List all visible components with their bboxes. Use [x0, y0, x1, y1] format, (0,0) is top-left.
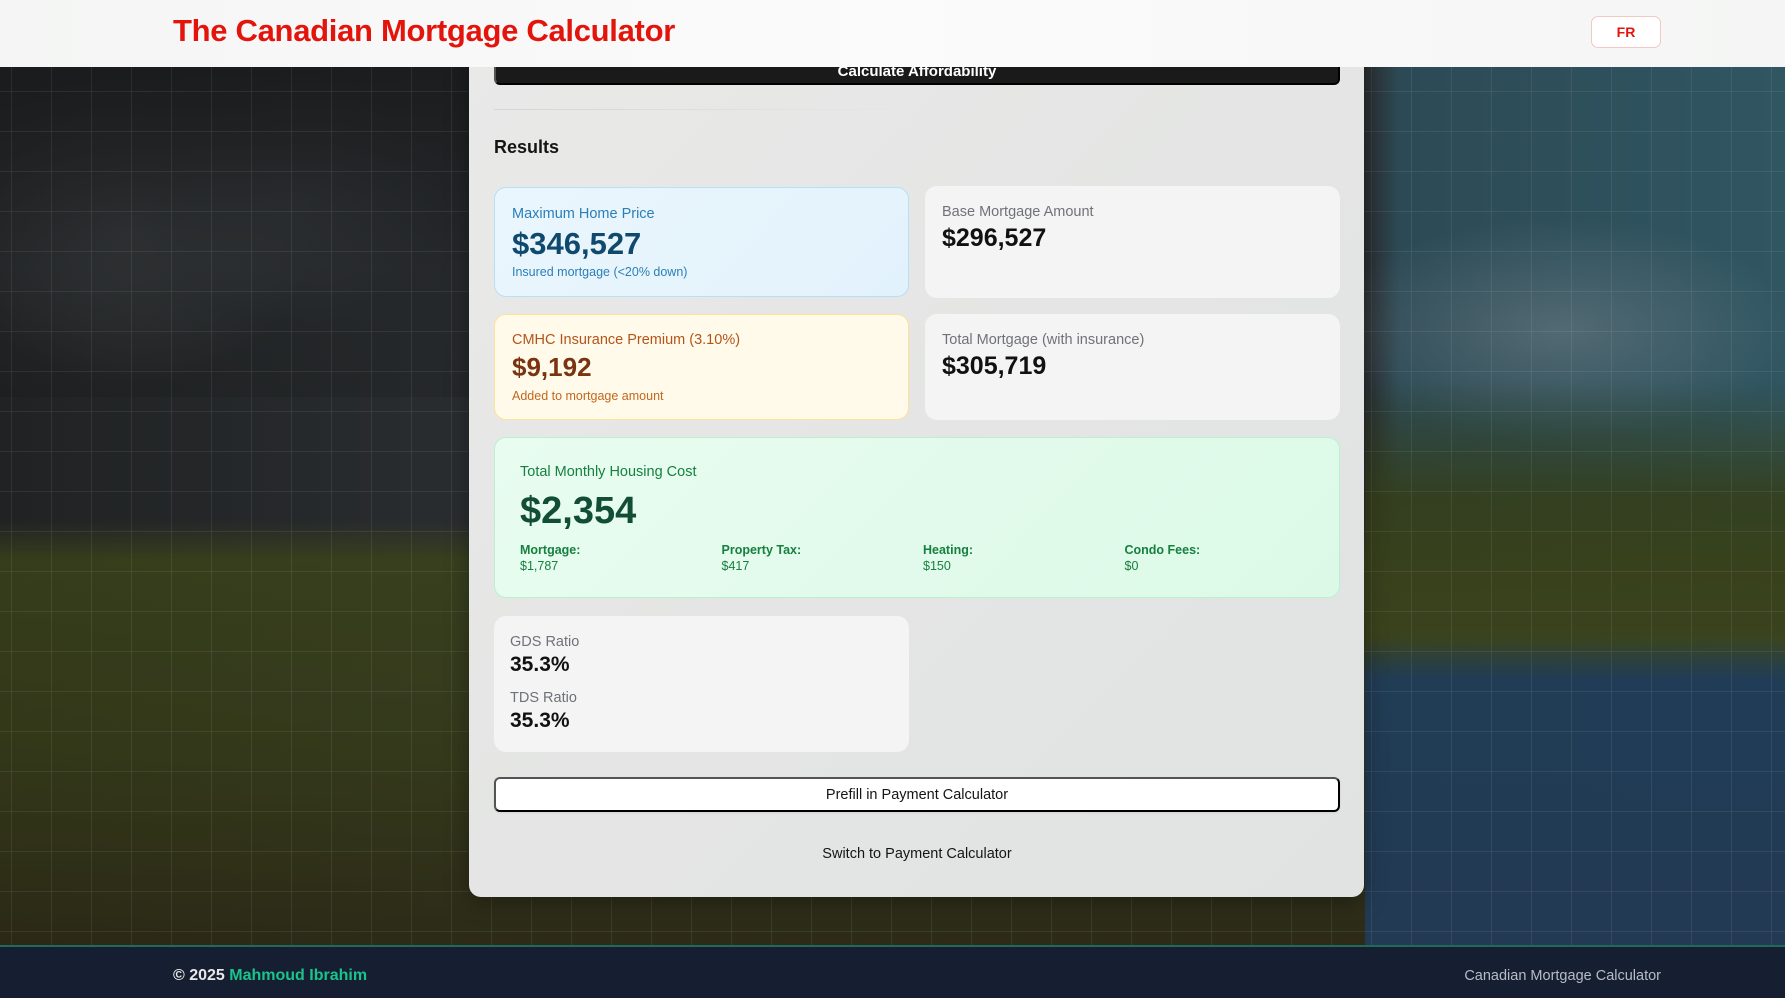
breakdown-label: Heating:: [923, 543, 973, 557]
monthly-cost-value: $2,354: [520, 490, 637, 532]
debt-ratios-card: GDS Ratio 35.3% TDS Ratio 35.3%: [494, 616, 909, 752]
background-grass-right: [1365, 380, 1785, 660]
site-footer: © 2025 Mahmoud Ibrahim Canadian Mortgage…: [0, 945, 1785, 998]
cmhc-premium-label: CMHC Insurance Premium (3.10%): [512, 332, 741, 348]
breakdown-label: Condo Fees:: [1124, 543, 1201, 557]
monthly-cost-card: Total Monthly Housing Cost $2,354 Mortga…: [494, 437, 1340, 598]
breakdown-heating: Heating: $150: [923, 542, 1125, 574]
copyright: © 2025 Mahmoud Ibrahim: [173, 967, 367, 985]
cmhc-premium-value: $9,192: [512, 352, 592, 382]
total-mortgage-value: $305,719: [942, 352, 1047, 380]
breakdown-label: Property Tax:: [721, 543, 802, 557]
site-header: The Canadian Mortgage Calculator FR: [0, 0, 1785, 67]
breakdown-mortgage: Mortgage: $1,787: [520, 542, 722, 574]
language-toggle-button[interactable]: FR: [1591, 16, 1661, 48]
breakdown-value: $0: [1124, 559, 1139, 573]
max-home-price-card: Maximum Home Price $346,527 Insured mort…: [494, 187, 909, 297]
gds-ratio-value: 35.3%: [510, 653, 570, 676]
base-mortgage-card: Base Mortgage Amount $296,527: [925, 186, 1340, 298]
switch-to-payment-calculator-link[interactable]: Switch to Payment Calculator: [822, 846, 1012, 862]
cmhc-premium-card: CMHC Insurance Premium (3.10%) $9,192 Ad…: [494, 314, 909, 420]
breakdown-label: Mortgage:: [520, 543, 581, 557]
breakdown-property-tax: Property Tax: $417: [722, 542, 924, 574]
breakdown-condo-fees: Condo Fees: $0: [1125, 542, 1327, 574]
tds-ratio-value: 35.3%: [510, 709, 570, 732]
prefill-payment-calculator-button[interactable]: Prefill in Payment Calculator: [494, 777, 1340, 812]
total-mortgage-label: Total Mortgage (with insurance): [942, 332, 1145, 348]
site-title[interactable]: The Canadian Mortgage Calculator: [173, 13, 675, 48]
author-link[interactable]: Mahmoud Ibrahim: [229, 967, 368, 984]
breakdown-value: $1,787: [520, 559, 559, 573]
breakdown-value: $417: [721, 559, 750, 573]
total-mortgage-card: Total Mortgage (with insurance) $305,719: [925, 314, 1340, 420]
monthly-cost-breakdown: Mortgage: $1,787 Property Tax: $417 Heat…: [520, 542, 1326, 574]
copyright-year: © 2025: [173, 967, 225, 984]
cmhc-premium-note: Added to mortgage amount: [512, 389, 664, 403]
calculator-panel: Calculate Affordability Results Maximum …: [469, 30, 1364, 897]
base-mortgage-label: Base Mortgage Amount: [942, 204, 1094, 220]
max-home-price-value: $346,527: [512, 226, 642, 261]
section-divider: [494, 109, 914, 110]
tds-ratio-label: TDS Ratio: [510, 690, 577, 706]
base-mortgage-value: $296,527: [942, 224, 1047, 252]
max-home-price-label: Maximum Home Price: [512, 206, 655, 222]
monthly-cost-label: Total Monthly Housing Cost: [520, 464, 697, 480]
breakdown-value: $150: [923, 559, 951, 573]
background-house-left: [0, 67, 470, 397]
footer-site-name: Canadian Mortgage Calculator: [1464, 968, 1661, 984]
results-heading: Results: [494, 137, 560, 157]
gds-ratio-label: GDS Ratio: [510, 634, 580, 650]
max-home-price-note: Insured mortgage (<20% down): [512, 265, 688, 279]
background-water-right: [1365, 640, 1785, 945]
